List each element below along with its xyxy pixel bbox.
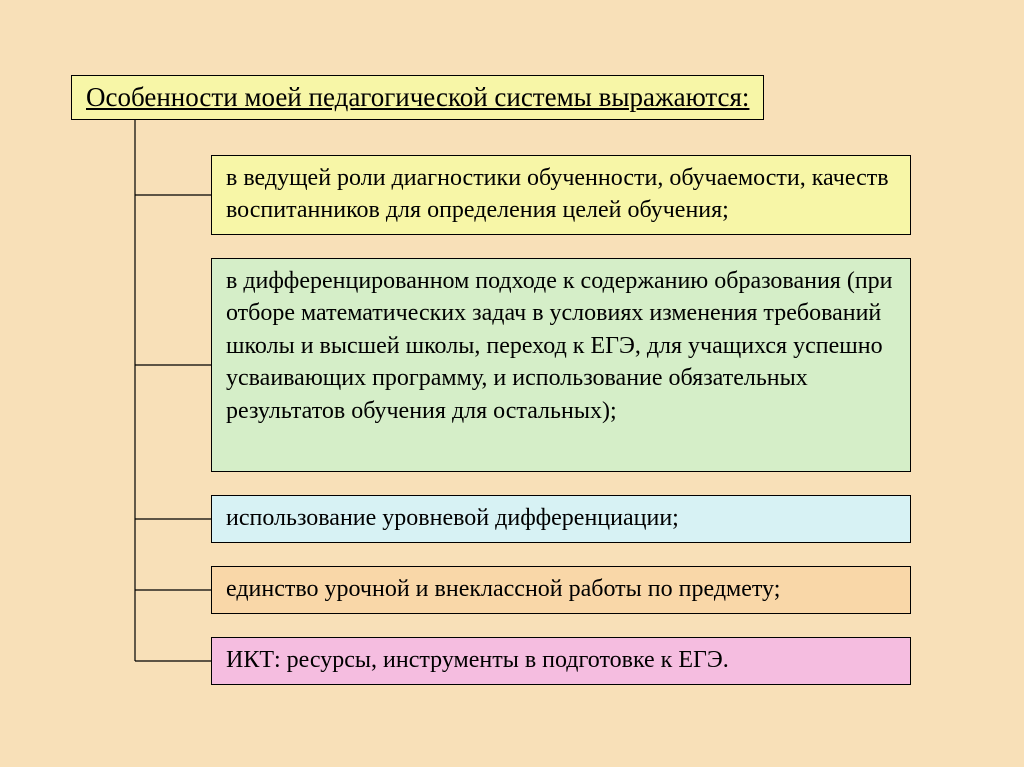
diagram-item-text: в ведущей роли диагностики обученности, … bbox=[226, 165, 889, 223]
diagram-item-4: ИКТ: ресурсы, инструменты в подготовке к… bbox=[211, 637, 911, 685]
diagram-item-text: единство урочной и внеклассной работы по… bbox=[226, 576, 780, 602]
diagram-title: Особенности моей педагогической системы … bbox=[71, 75, 764, 120]
diagram-item-text: в дифференцированном подходе к содержани… bbox=[226, 268, 893, 424]
diagram-item-2: использование уровневой дифференциации; bbox=[211, 495, 911, 543]
diagram-item-3: единство урочной и внеклассной работы по… bbox=[211, 566, 911, 614]
diagram-item-text: использование уровневой дифференциации; bbox=[226, 505, 679, 531]
diagram-item-1: в дифференцированном подходе к содержани… bbox=[211, 258, 911, 472]
diagram-item-text: ИКТ: ресурсы, инструменты в подготовке к… bbox=[226, 647, 729, 673]
diagram-item-0: в ведущей роли диагностики обученности, … bbox=[211, 155, 911, 235]
diagram-title-text: Особенности моей педагогической системы … bbox=[86, 82, 749, 112]
